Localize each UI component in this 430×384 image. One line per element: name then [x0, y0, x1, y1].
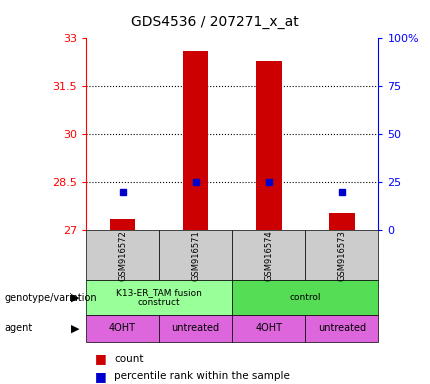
Text: 4OHT: 4OHT	[255, 323, 282, 333]
Text: untreated: untreated	[318, 323, 366, 333]
Bar	[183, 51, 209, 230]
Text: count: count	[114, 354, 144, 364]
Text: GSM916574: GSM916574	[264, 230, 273, 281]
Text: GSM916572: GSM916572	[118, 230, 127, 281]
Text: ■: ■	[95, 353, 106, 366]
Text: control: control	[289, 293, 321, 302]
Bar	[110, 219, 135, 230]
Text: K13-ER_TAM fusion
construct: K13-ER_TAM fusion construct	[116, 288, 202, 307]
Text: ▶: ▶	[71, 323, 80, 333]
Text: GDS4536 / 207271_x_at: GDS4536 / 207271_x_at	[131, 15, 299, 29]
Text: GSM916573: GSM916573	[338, 230, 346, 281]
Text: GSM916571: GSM916571	[191, 230, 200, 281]
Text: genotype/variation: genotype/variation	[4, 293, 97, 303]
Bar	[256, 61, 282, 230]
Text: agent: agent	[4, 323, 33, 333]
Text: untreated: untreated	[172, 323, 220, 333]
Bar	[329, 213, 355, 230]
Text: percentile rank within the sample: percentile rank within the sample	[114, 371, 290, 381]
Text: 4OHT: 4OHT	[109, 323, 136, 333]
Text: ■: ■	[95, 370, 106, 383]
Text: ▶: ▶	[71, 293, 80, 303]
